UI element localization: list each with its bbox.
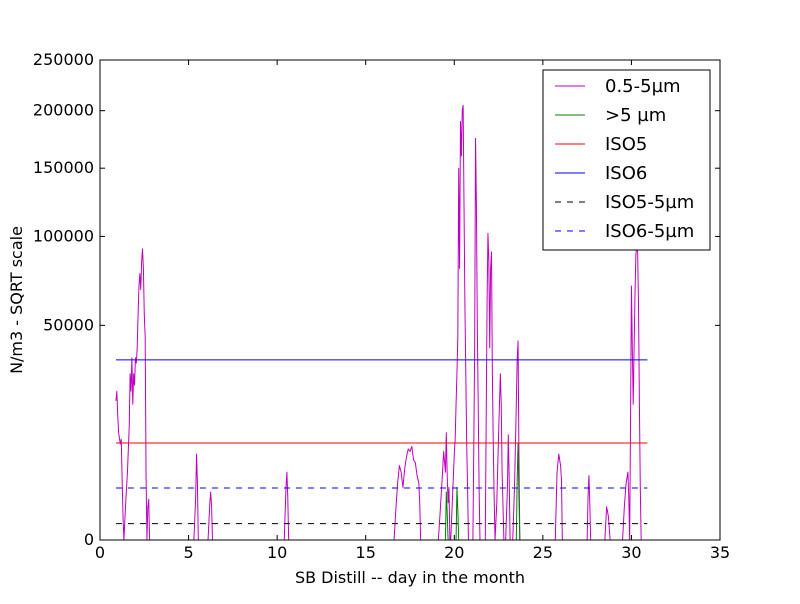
y-tick-label-0: 0 bbox=[84, 530, 94, 549]
x-tick-label-3: 15 bbox=[356, 543, 376, 562]
x-tick-label-1: 5 bbox=[183, 543, 193, 562]
x-tick-label-5: 25 bbox=[533, 543, 553, 562]
x-tick-label-2: 10 bbox=[267, 543, 287, 562]
legend-label-2: ISO5 bbox=[605, 134, 647, 155]
y-tick-label-3: 150000 bbox=[33, 158, 94, 177]
x-tick-label-0: 0 bbox=[95, 543, 105, 562]
plot-area bbox=[115, 104, 648, 540]
y-tick-label-5: 250000 bbox=[33, 50, 94, 69]
x-tick-label-7: 35 bbox=[710, 543, 730, 562]
x-tick-label-4: 20 bbox=[444, 543, 464, 562]
legend-label-3: ISO6 bbox=[605, 163, 647, 184]
y-axis-label: N/m3 - SQRT scale bbox=[7, 226, 26, 374]
series-line-0 bbox=[115, 104, 648, 540]
y-tick-label-4: 200000 bbox=[33, 101, 94, 120]
axis-ticks: 0 5 10 15 20 25 30 35 0 50000 100000 150000 200000 25… bbox=[33, 50, 730, 562]
x-tick-label-6: 30 bbox=[621, 543, 641, 562]
legend-label-1: >5 µm bbox=[605, 105, 666, 126]
legend-label-0: 0.5-5µm bbox=[605, 76, 681, 97]
y-tick-label-1: 50000 bbox=[43, 315, 94, 334]
legend-box bbox=[542, 69, 711, 251]
legend: 0.5-5µm >5 µm ISO5 ISO6 ISO5-5µm ISO6-5µm bbox=[542, 69, 711, 251]
y-tick-label-2: 100000 bbox=[33, 226, 94, 245]
legend-label-5: ISO6-5µm bbox=[605, 221, 694, 242]
series-line-1 bbox=[115, 443, 648, 540]
plot-frame bbox=[99, 59, 721, 541]
legend-label-4: ISO5-5µm bbox=[605, 192, 694, 213]
x-axis-label: SB Distill -- day in the month bbox=[295, 568, 525, 587]
